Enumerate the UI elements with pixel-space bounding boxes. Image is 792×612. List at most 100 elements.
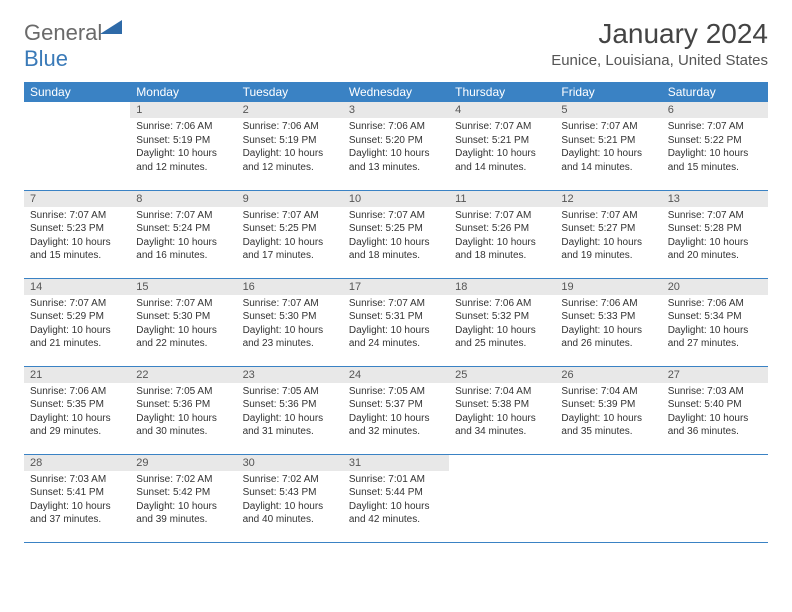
sunset-text: Sunset: 5:40 PM (668, 398, 762, 412)
weekday-header: Saturday (662, 82, 768, 102)
day-content: Sunrise: 7:07 AMSunset: 5:31 PMDaylight:… (343, 295, 449, 355)
day-content: Sunrise: 7:07 AMSunset: 5:25 PMDaylight:… (343, 207, 449, 267)
day-number: 26 (555, 367, 661, 383)
day-number: 31 (343, 455, 449, 471)
daylight-text: Daylight: 10 hours and 30 minutes. (136, 412, 230, 439)
sunrise-text: Sunrise: 7:07 AM (30, 209, 124, 223)
sunset-text: Sunset: 5:19 PM (136, 134, 230, 148)
sunset-text: Sunset: 5:27 PM (561, 222, 655, 236)
calendar-head: SundayMondayTuesdayWednesdayThursdayFrid… (24, 82, 768, 102)
day-content: Sunrise: 7:02 AMSunset: 5:42 PMDaylight:… (130, 471, 236, 531)
sunrise-text: Sunrise: 7:07 AM (561, 209, 655, 223)
calendar-day-cell: 30Sunrise: 7:02 AMSunset: 5:43 PMDayligh… (237, 454, 343, 542)
day-number: 30 (237, 455, 343, 471)
calendar-empty-cell (555, 454, 661, 542)
daylight-text: Daylight: 10 hours and 14 minutes. (561, 147, 655, 174)
sunrise-text: Sunrise: 7:02 AM (136, 473, 230, 487)
sunset-text: Sunset: 5:21 PM (455, 134, 549, 148)
calendar-day-cell: 6Sunrise: 7:07 AMSunset: 5:22 PMDaylight… (662, 102, 768, 190)
sunset-text: Sunset: 5:29 PM (30, 310, 124, 324)
sunset-text: Sunset: 5:21 PM (561, 134, 655, 148)
daylight-text: Daylight: 10 hours and 20 minutes. (668, 236, 762, 263)
daylight-text: Daylight: 10 hours and 12 minutes. (243, 147, 337, 174)
weekday-header: Tuesday (237, 82, 343, 102)
sunset-text: Sunset: 5:31 PM (349, 310, 443, 324)
daylight-text: Daylight: 10 hours and 16 minutes. (136, 236, 230, 263)
sunset-text: Sunset: 5:23 PM (30, 222, 124, 236)
sunset-text: Sunset: 5:35 PM (30, 398, 124, 412)
day-content: Sunrise: 7:03 AMSunset: 5:41 PMDaylight:… (24, 471, 130, 531)
sunrise-text: Sunrise: 7:06 AM (455, 297, 549, 311)
calendar-empty-cell (449, 454, 555, 542)
day-number: 6 (662, 102, 768, 118)
calendar-week-row: 28Sunrise: 7:03 AMSunset: 5:41 PMDayligh… (24, 454, 768, 542)
day-content: Sunrise: 7:01 AMSunset: 5:44 PMDaylight:… (343, 471, 449, 531)
day-number: 3 (343, 102, 449, 118)
day-number: 2 (237, 102, 343, 118)
calendar-day-cell: 25Sunrise: 7:04 AMSunset: 5:38 PMDayligh… (449, 366, 555, 454)
day-content: Sunrise: 7:06 AMSunset: 5:19 PMDaylight:… (237, 118, 343, 178)
calendar-day-cell: 18Sunrise: 7:06 AMSunset: 5:32 PMDayligh… (449, 278, 555, 366)
day-content: Sunrise: 7:07 AMSunset: 5:23 PMDaylight:… (24, 207, 130, 267)
day-content: Sunrise: 7:07 AMSunset: 5:26 PMDaylight:… (449, 207, 555, 267)
sunset-text: Sunset: 5:34 PM (668, 310, 762, 324)
day-number: 15 (130, 279, 236, 295)
calendar-day-cell: 15Sunrise: 7:07 AMSunset: 5:30 PMDayligh… (130, 278, 236, 366)
day-content: Sunrise: 7:05 AMSunset: 5:36 PMDaylight:… (130, 383, 236, 443)
calendar-day-cell: 26Sunrise: 7:04 AMSunset: 5:39 PMDayligh… (555, 366, 661, 454)
calendar-day-cell: 21Sunrise: 7:06 AMSunset: 5:35 PMDayligh… (24, 366, 130, 454)
daylight-text: Daylight: 10 hours and 13 minutes. (349, 147, 443, 174)
daylight-text: Daylight: 10 hours and 35 minutes. (561, 412, 655, 439)
sunrise-text: Sunrise: 7:05 AM (136, 385, 230, 399)
calendar-day-cell: 23Sunrise: 7:05 AMSunset: 5:36 PMDayligh… (237, 366, 343, 454)
sunrise-text: Sunrise: 7:03 AM (668, 385, 762, 399)
day-content: Sunrise: 7:07 AMSunset: 5:28 PMDaylight:… (662, 207, 768, 267)
sunset-text: Sunset: 5:33 PM (561, 310, 655, 324)
daylight-text: Daylight: 10 hours and 37 minutes. (30, 500, 124, 527)
day-number: 25 (449, 367, 555, 383)
logo-text-general: General (24, 20, 102, 45)
calendar-empty-cell (662, 454, 768, 542)
calendar-day-cell: 31Sunrise: 7:01 AMSunset: 5:44 PMDayligh… (343, 454, 449, 542)
day-number: 24 (343, 367, 449, 383)
day-number: 16 (237, 279, 343, 295)
calendar-day-cell: 14Sunrise: 7:07 AMSunset: 5:29 PMDayligh… (24, 278, 130, 366)
calendar-week-row: 7Sunrise: 7:07 AMSunset: 5:23 PMDaylight… (24, 190, 768, 278)
calendar-day-cell: 22Sunrise: 7:05 AMSunset: 5:36 PMDayligh… (130, 366, 236, 454)
day-content: Sunrise: 7:07 AMSunset: 5:29 PMDaylight:… (24, 295, 130, 355)
calendar-day-cell: 9Sunrise: 7:07 AMSunset: 5:25 PMDaylight… (237, 190, 343, 278)
day-content: Sunrise: 7:07 AMSunset: 5:25 PMDaylight:… (237, 207, 343, 267)
sunset-text: Sunset: 5:38 PM (455, 398, 549, 412)
sunset-text: Sunset: 5:39 PM (561, 398, 655, 412)
sunrise-text: Sunrise: 7:07 AM (455, 120, 549, 134)
sunrise-text: Sunrise: 7:01 AM (349, 473, 443, 487)
sunrise-text: Sunrise: 7:07 AM (561, 120, 655, 134)
day-content: Sunrise: 7:07 AMSunset: 5:27 PMDaylight:… (555, 207, 661, 267)
calendar-table: SundayMondayTuesdayWednesdayThursdayFrid… (24, 82, 768, 543)
calendar-day-cell: 27Sunrise: 7:03 AMSunset: 5:40 PMDayligh… (662, 366, 768, 454)
sunrise-text: Sunrise: 7:06 AM (243, 120, 337, 134)
sunrise-text: Sunrise: 7:06 AM (349, 120, 443, 134)
calendar-day-cell: 29Sunrise: 7:02 AMSunset: 5:42 PMDayligh… (130, 454, 236, 542)
sunset-text: Sunset: 5:28 PM (668, 222, 762, 236)
sunset-text: Sunset: 5:24 PM (136, 222, 230, 236)
day-content: Sunrise: 7:05 AMSunset: 5:36 PMDaylight:… (237, 383, 343, 443)
daylight-text: Daylight: 10 hours and 23 minutes. (243, 324, 337, 351)
header: General Blue January 2024 Eunice, Louisi… (24, 18, 768, 72)
sunset-text: Sunset: 5:26 PM (455, 222, 549, 236)
sunset-text: Sunset: 5:42 PM (136, 486, 230, 500)
calendar-day-cell: 1Sunrise: 7:06 AMSunset: 5:19 PMDaylight… (130, 102, 236, 190)
sunrise-text: Sunrise: 7:07 AM (668, 209, 762, 223)
day-content: Sunrise: 7:07 AMSunset: 5:21 PMDaylight:… (555, 118, 661, 178)
sunrise-text: Sunrise: 7:02 AM (243, 473, 337, 487)
sunset-text: Sunset: 5:37 PM (349, 398, 443, 412)
day-content: Sunrise: 7:07 AMSunset: 5:22 PMDaylight:… (662, 118, 768, 178)
calendar-day-cell: 19Sunrise: 7:06 AMSunset: 5:33 PMDayligh… (555, 278, 661, 366)
logo-triangle-icon (100, 18, 122, 34)
sunset-text: Sunset: 5:41 PM (30, 486, 124, 500)
sunset-text: Sunset: 5:30 PM (136, 310, 230, 324)
sunset-text: Sunset: 5:25 PM (243, 222, 337, 236)
calendar-day-cell: 17Sunrise: 7:07 AMSunset: 5:31 PMDayligh… (343, 278, 449, 366)
daylight-text: Daylight: 10 hours and 21 minutes. (30, 324, 124, 351)
title-block: January 2024 Eunice, Louisiana, United S… (551, 18, 768, 69)
